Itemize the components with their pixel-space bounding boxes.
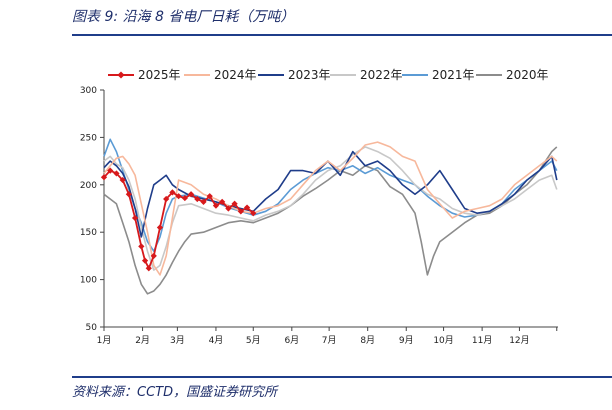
series-marker-2025年 — [206, 193, 213, 200]
series-marker-2025年 — [113, 170, 120, 177]
legend-label-2023年: 2023年 — [288, 68, 331, 82]
series-marker-2025年 — [100, 174, 108, 181]
series-marker-2025年 — [200, 198, 207, 205]
chart-series — [100, 138, 558, 295]
series-marker-2025年 — [138, 243, 145, 250]
series-marker-2025年 — [237, 208, 244, 215]
x-tick-label: 9月 — [399, 335, 414, 346]
series-marker-2025年 — [119, 176, 126, 184]
series-marker-2025年 — [225, 205, 232, 212]
series-marker-2025年 — [145, 265, 152, 272]
legend-label-2025年: 2025年 — [138, 68, 181, 82]
series-marker-2025年 — [187, 191, 195, 198]
x-tick-label: 8月 — [360, 335, 375, 346]
page-title: 图表 9: 沿海 8 省电厂日耗（万吨） — [72, 9, 295, 25]
series-line-2022年 — [103, 146, 558, 271]
y-tick-label: 50 — [86, 323, 98, 333]
series-marker-2025年 — [219, 198, 226, 205]
series-marker-2025年 — [243, 204, 251, 211]
series-marker-2025年 — [107, 167, 114, 174]
x-tick-label: 3月 — [170, 335, 185, 346]
series-marker-2025年 — [194, 195, 201, 203]
source-note: 资料来源：CCTD，国盛证券研究所 — [72, 385, 278, 400]
title-divider — [72, 34, 612, 36]
x-tick-label: 6月 — [284, 335, 299, 346]
legend-label-2020年: 2020年 — [506, 68, 549, 82]
legend-marker-2025年 — [117, 71, 125, 79]
y-tick-label: 200 — [80, 181, 97, 191]
series-marker-2025年 — [131, 214, 139, 222]
series-line-2021年 — [103, 138, 558, 252]
source-divider — [72, 376, 612, 378]
chart-legend: 2025年 2024年 2023年 2022年 2021年 2020年 — [108, 68, 549, 82]
series-marker-2025年 — [141, 257, 149, 264]
y-tick-label: 100 — [80, 276, 97, 286]
legend-label-2024年: 2024年 — [214, 68, 257, 82]
chart-axes: 50 100 150 200 250 300 1月 2月 3月 4月 5月 6月 7月 8月 9月 10月 11… — [80, 86, 558, 346]
series-marker-2025年 — [125, 191, 132, 198]
legend-label-2021年: 2021年 — [432, 68, 475, 82]
legend-label-2022年: 2022年 — [360, 68, 403, 82]
x-tick-label: 7月 — [322, 335, 337, 346]
x-tick-label: 5月 — [246, 335, 261, 346]
y-tick-label: 150 — [80, 228, 97, 238]
x-tick-label: 11月 — [472, 335, 492, 346]
x-tick-label: 10月 — [433, 335, 453, 346]
series-line-2024年 — [103, 141, 558, 276]
series-marker-2025年 — [231, 200, 238, 207]
x-tick-label: 12月 — [509, 335, 529, 346]
x-tick-label: 1月 — [97, 335, 112, 346]
series-line-2023年 — [103, 150, 558, 238]
y-tick-label: 250 — [80, 133, 97, 143]
series-line-2025年 — [103, 169, 254, 270]
series-marker-2025年 — [150, 252, 157, 260]
x-tick-label: 2月 — [135, 335, 150, 346]
x-tick-label: 4月 — [209, 335, 224, 346]
series-line-2020年 — [103, 146, 558, 295]
y-tick-label: 300 — [80, 86, 97, 96]
